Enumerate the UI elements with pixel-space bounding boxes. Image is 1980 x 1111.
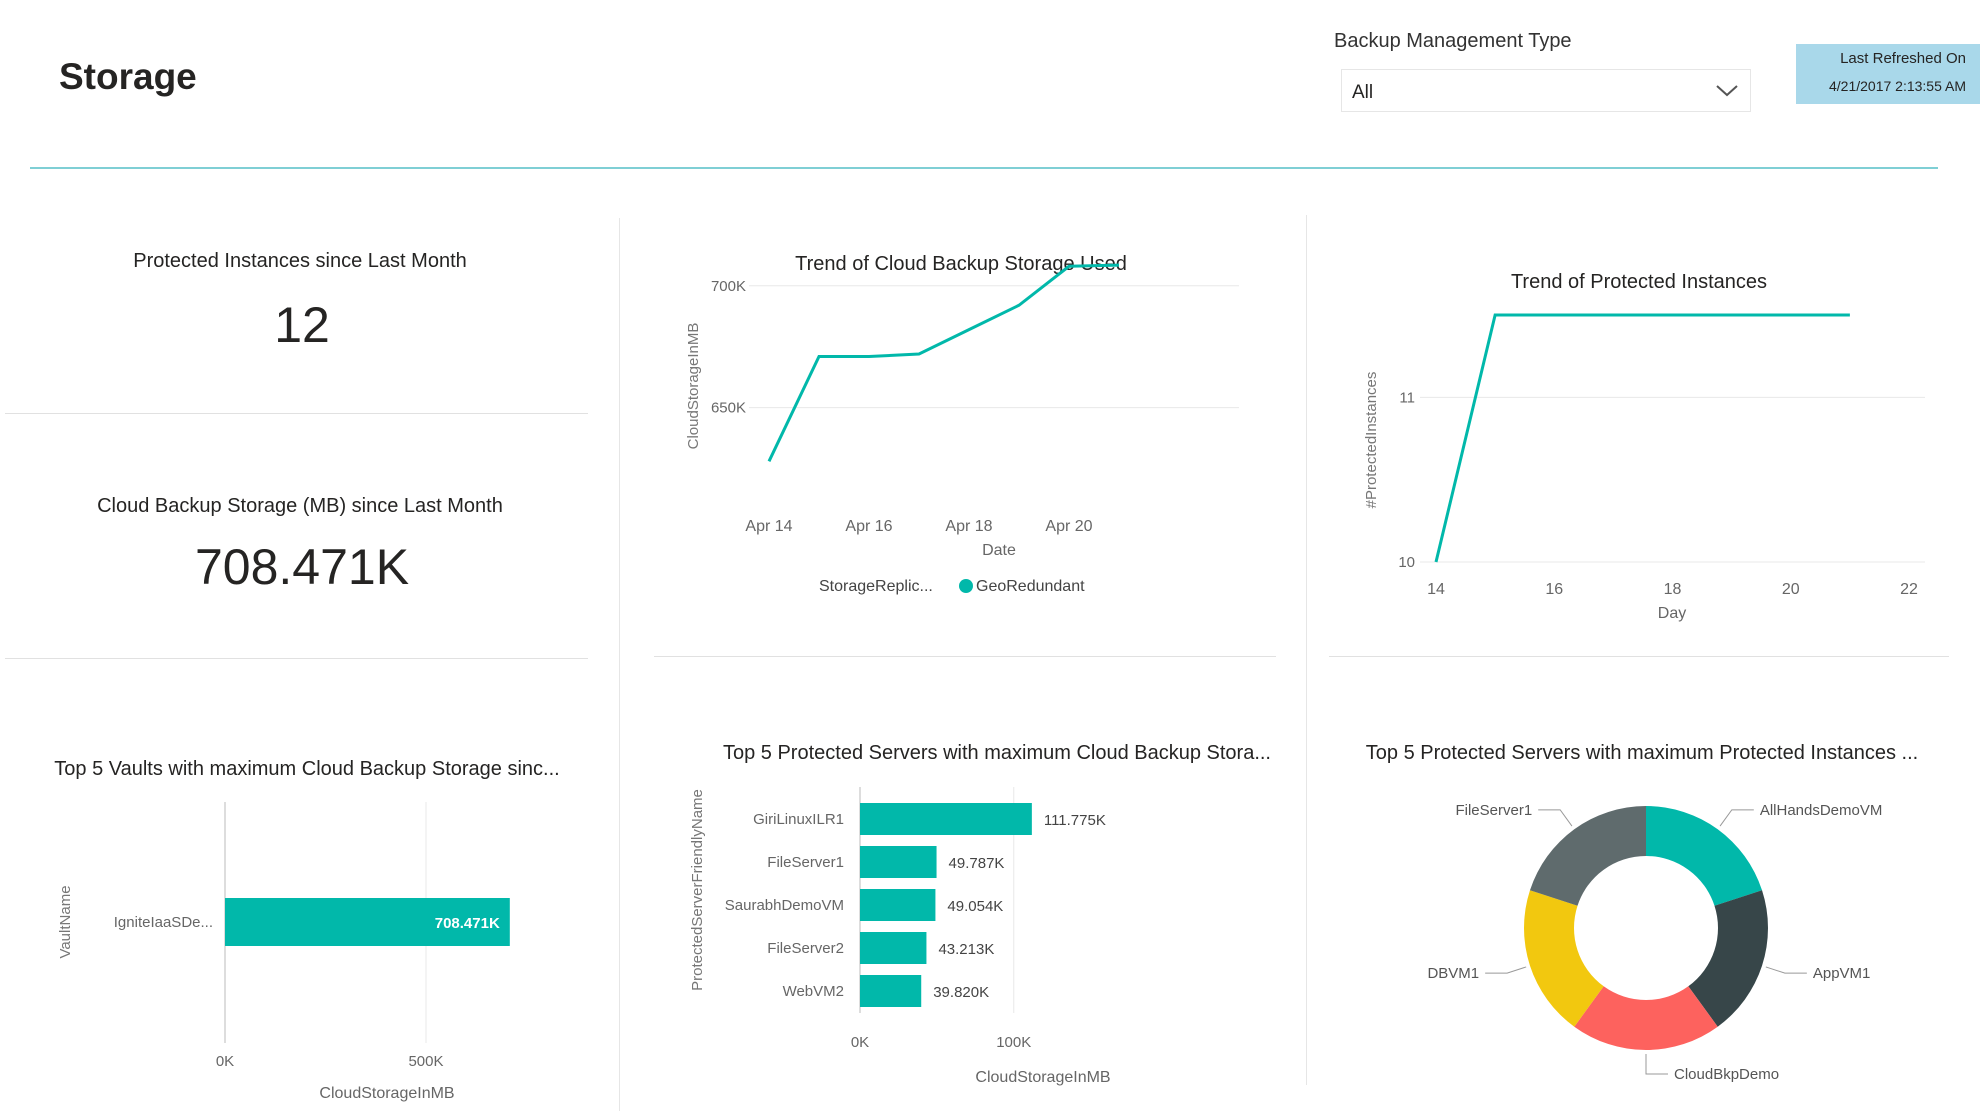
x-tick-label: 14 [1427,581,1445,598]
x-axis-label: Day [1658,605,1686,622]
slice-label: CloudBkpDemo [1674,1066,1779,1083]
filter-label: Backup Management Type [1334,30,1572,52]
y-tick-label: 10 [1398,554,1415,571]
data-label: 43.213K [938,941,994,958]
legend-marker [959,579,973,593]
category-label: FileServer1 [767,854,844,871]
dropdown-selected-value: All [1352,82,1374,103]
data-label: 49.054K [947,898,1003,915]
y-tick-label: 11 [1399,389,1415,406]
cloud-storage-trend-chart[interactable]: Trend of Cloud Backup Storage Used 650K 7… [654,230,1284,610]
y-axis-label: CloudStorageInMB [685,323,702,450]
top-vaults-chart[interactable]: Top 5 Vaults with maximum Cloud Backup S… [20,740,610,1111]
y-axis-label: #ProtectedInstances [1363,372,1380,509]
donut-slice[interactable] [1529,806,1646,906]
bar[interactable] [860,975,922,1007]
last-refreshed-panel: Last Refreshed On 4/21/2017 2:13:55 AM [1796,44,1980,104]
slice-label: AllHandsDemoVM [1760,802,1883,819]
chevron-down-icon [1716,85,1738,97]
y-tick-label: 700K [711,278,746,295]
row-divider [5,658,588,659]
category-label: WebVM2 [783,983,844,1000]
slice-label: DBVM1 [1427,965,1479,982]
x-tick-label: 500K [408,1053,443,1070]
x-tick-label: Apr 18 [945,518,992,535]
card-title: Cloud Backup Storage (MB) since Last Mon… [97,495,503,517]
bar[interactable] [860,803,1032,835]
protected-instances-value: 12 [274,297,330,353]
chart-title: Trend of Protected Instances [1511,271,1767,293]
leader-line [1719,809,1754,827]
legend-item[interactable]: GeoRedundant [976,578,1085,595]
x-tick-label: 100K [996,1034,1031,1051]
card-title: Protected Instances since Last Month [133,250,467,272]
x-tick-label: 22 [1900,581,1918,598]
bar[interactable] [225,898,510,946]
slice-label: AppVM1 [1813,965,1871,982]
refresh-value: 4/21/2017 2:13:55 AM [1829,78,1966,94]
series-line-georedundant[interactable] [767,263,1120,462]
donut-slice[interactable] [1688,890,1768,1027]
slice-label: FileServer1 [1455,802,1532,819]
series-line[interactable] [1434,313,1850,563]
x-axis-label: CloudStorageInMB [319,1085,454,1102]
bar[interactable] [860,932,927,964]
row-divider [5,413,588,414]
x-axis-label: Date [982,542,1016,559]
data-label: 111.775K [1044,812,1106,829]
donut-slice[interactable] [1646,806,1763,906]
bar[interactable] [860,846,937,878]
top-servers-storage-chart[interactable]: Top 5 Protected Servers with maximum Clo… [660,730,1280,1111]
bar[interactable] [860,889,936,921]
x-tick-label: 20 [1782,581,1800,598]
protected-instances-trend-chart[interactable]: Trend of Protected Instances 10 11 14 16 18… [1340,240,1960,630]
cloud-storage-value: 708.471K [194,539,410,595]
x-tick-label: 18 [1664,581,1682,598]
backup-management-type-dropdown[interactable]: All [1341,69,1751,112]
chart-title: Top 5 Protected Servers with maximum Pro… [1366,742,1918,764]
top-servers-instances-donut[interactable]: Top 5 Protected Servers with maximum Pro… [1340,730,1960,1111]
y-axis-label: ProtectedServerFriendlyName [689,789,706,991]
category-label: IgniteIaaSDe... [114,914,213,931]
column-divider [619,218,620,1111]
refresh-label: Last Refreshed On [1840,50,1966,67]
chart-title: Top 5 Protected Servers with maximum Clo… [723,742,1271,764]
data-label: 49.787K [949,855,1005,872]
leader-line [1765,966,1807,974]
x-tick-label: Apr 20 [1045,518,1092,535]
chart-title: Trend of Cloud Backup Storage Used [795,253,1127,275]
x-tick-label: 0K [851,1034,869,1051]
column-divider [1306,215,1307,1085]
category-label: GiriLinuxILR1 [753,811,844,828]
donut-slice[interactable] [1524,890,1604,1027]
header-divider [30,167,1938,169]
category-label: FileServer2 [767,940,844,957]
x-tick-label: 0K [216,1053,234,1070]
x-tick-label: Apr 14 [745,518,792,535]
data-label: 708.471K [435,915,500,932]
legend-title: StorageReplic... [819,578,933,595]
row-divider [654,656,1276,657]
page-title: Storage [59,56,197,97]
y-axis-label: VaultName [57,885,74,958]
row-divider [1329,656,1949,657]
leader-line [1538,809,1573,827]
donut-slice[interactable] [1574,986,1718,1050]
data-label: 39.820K [933,984,989,1001]
leader-line [1485,966,1527,974]
x-tick-label: 16 [1545,581,1563,598]
y-tick-label: 650K [711,400,746,417]
category-label: SaurabhDemoVM [725,897,844,914]
chart-title: Top 5 Vaults with maximum Cloud Backup S… [54,758,559,780]
x-tick-label: Apr 16 [845,518,892,535]
x-axis-label: CloudStorageInMB [975,1069,1110,1086]
leader-line [1645,1054,1668,1075]
